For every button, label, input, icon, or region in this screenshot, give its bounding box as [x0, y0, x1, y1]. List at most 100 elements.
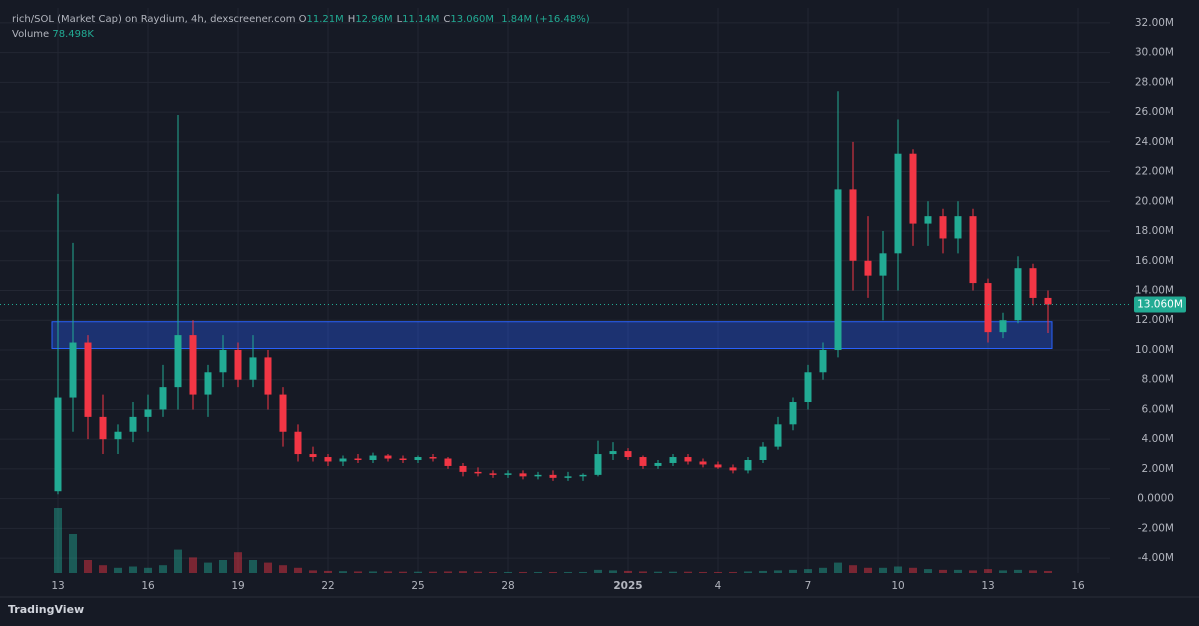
candle-body	[249, 357, 257, 380]
volume-bar	[519, 571, 527, 573]
y-tick-label: 18.00M	[1135, 225, 1174, 237]
volume-bar	[624, 570, 632, 573]
volume-bar	[1029, 570, 1037, 573]
volume-bar	[774, 570, 782, 573]
change: 1.84M (+16.48%)	[501, 14, 590, 25]
candle-body	[234, 349, 242, 380]
candle-body	[264, 357, 272, 395]
candle-body	[864, 260, 872, 276]
candle-body	[774, 424, 782, 447]
volume-bar	[759, 570, 767, 573]
candle-body	[924, 216, 932, 224]
y-tick-label: 22.00M	[1135, 166, 1174, 178]
candle-body	[519, 473, 527, 477]
y-tick-label: 0.0000	[1137, 493, 1174, 505]
candle-body	[819, 349, 827, 373]
volume-bar	[369, 571, 377, 573]
candle-body	[114, 431, 122, 440]
volume-bar	[804, 569, 812, 573]
volume-bar	[819, 567, 827, 573]
y-tick-label: -2.00M	[1138, 522, 1174, 534]
x-tick-label: 28	[501, 580, 514, 592]
x-tick-label: 7	[805, 580, 812, 592]
ohlc-label: L	[396, 14, 403, 25]
branding: TradingView	[8, 603, 85, 616]
volume-bar	[144, 567, 152, 573]
volume-bar	[639, 571, 647, 573]
candle-body	[699, 461, 707, 465]
candle-body	[309, 454, 317, 458]
candle-body	[429, 457, 437, 459]
candle-body	[294, 431, 302, 455]
candle-body	[624, 451, 632, 458]
volume-bar	[594, 569, 602, 573]
candle-body	[84, 342, 92, 417]
volume-bar	[129, 566, 137, 573]
y-tick-label: 6.00M	[1142, 403, 1174, 415]
candle-body	[879, 253, 887, 276]
y-tick-label: 2.00M	[1142, 463, 1174, 475]
volume-bar	[399, 571, 407, 573]
candle-body	[399, 458, 407, 460]
y-tick-label: 24.00M	[1135, 136, 1174, 148]
volume-bar	[354, 571, 362, 573]
volume-bar	[684, 571, 692, 573]
y-tick-label: 16.00M	[1135, 255, 1174, 267]
volume-bar	[999, 570, 1007, 573]
candle-body	[189, 335, 197, 395]
volume-bar	[834, 562, 842, 573]
candle-body	[54, 397, 62, 492]
candle-body	[1044, 297, 1052, 305]
candle-body	[594, 454, 602, 475]
volume-bar	[669, 571, 677, 573]
volume-bar	[864, 567, 872, 573]
candle-body	[639, 457, 647, 466]
candle-body	[444, 458, 452, 466]
y-tick-label: 30.00M	[1135, 47, 1174, 59]
candle-body	[654, 462, 662, 466]
ohlc-value: 11.21M	[306, 14, 344, 25]
volume-bar	[339, 571, 347, 573]
ohlc-label: O	[298, 14, 307, 25]
candle-body	[489, 473, 497, 475]
candle-body	[729, 467, 737, 471]
candle-body	[744, 460, 752, 471]
volume-bar	[114, 567, 122, 573]
volume-label: Volume	[12, 29, 50, 40]
volume-bar	[99, 565, 107, 573]
y-tick-label: 10.00M	[1135, 344, 1174, 356]
ohlc-values: O11.21M H12.96M L11.14M C13.060M	[299, 14, 498, 25]
last-price-box	[1134, 296, 1186, 313]
legend: rich/SOL (Market Cap) on Raydium, 4h, de…	[12, 12, 590, 42]
volume-bar	[159, 565, 167, 573]
volume-value: 78.498K	[52, 29, 94, 40]
x-tick-label: 2025	[613, 580, 642, 592]
y-tick-label: 14.00M	[1135, 285, 1174, 297]
candle-body	[849, 189, 857, 261]
volume-bar	[729, 571, 737, 573]
candle-body	[579, 474, 587, 477]
volume-bar	[549, 571, 557, 573]
y-tick-label: 12.00M	[1135, 314, 1174, 326]
volume-bar	[174, 549, 182, 573]
volume-bar	[429, 571, 437, 573]
candle-body	[459, 465, 467, 472]
x-tick-label: 13	[981, 580, 994, 592]
x-tick-label: 16	[141, 580, 155, 592]
volume-bar	[324, 570, 332, 573]
candle-body	[564, 476, 572, 478]
candle-body	[789, 402, 797, 425]
volume-bar	[789, 569, 797, 573]
volume-bar	[504, 571, 512, 573]
volume-bar	[414, 571, 422, 573]
volume-bar	[849, 565, 857, 573]
candle-body	[384, 455, 392, 459]
volume-bar	[579, 571, 587, 573]
candle-body	[909, 153, 917, 224]
candle-body	[1029, 268, 1037, 298]
candle-body	[369, 455, 377, 460]
x-tick-label: 22	[321, 580, 334, 592]
